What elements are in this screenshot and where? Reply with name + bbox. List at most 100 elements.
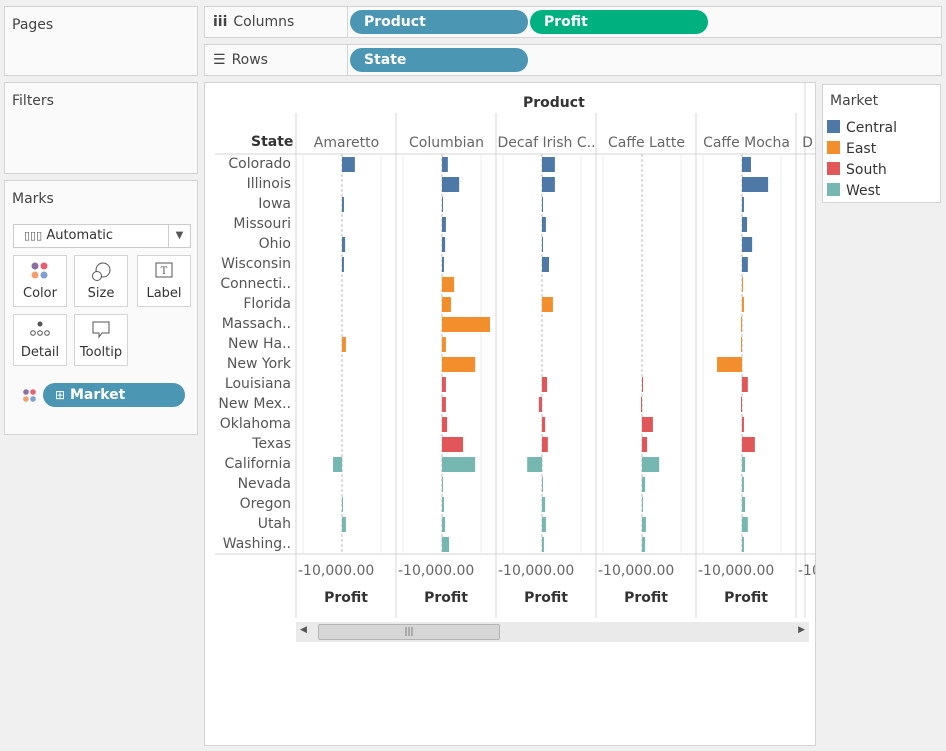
product-pill[interactable]: Product xyxy=(350,10,528,34)
market-color-pill[interactable]: ⊞ Market xyxy=(43,383,185,407)
bar-chart-icon: ▯▯▯ xyxy=(24,229,43,242)
bar-east xyxy=(442,337,446,352)
row-label-state: Utah xyxy=(257,516,291,532)
bar-east xyxy=(442,277,455,292)
rows-shelf-label: ☰ Rows xyxy=(205,45,348,75)
legend-item[interactable]: Central xyxy=(827,120,897,136)
tooltip-label: Tooltip xyxy=(79,345,123,360)
row-header-state: State xyxy=(251,134,294,150)
axis-title-profit: Profit xyxy=(724,590,768,606)
color-icon xyxy=(23,388,37,407)
bar-south xyxy=(542,417,546,432)
marks-title: Marks xyxy=(12,191,54,207)
mark-type-dropdown[interactable]: ▯▯▯ Automatic ▼ xyxy=(13,224,191,248)
bar-west xyxy=(742,477,744,492)
row-label-state: Oklahoma xyxy=(219,416,291,432)
bar-west xyxy=(342,497,343,512)
legend-swatch xyxy=(827,141,840,154)
bar-east xyxy=(742,297,744,312)
bar-east xyxy=(741,317,742,332)
rows-label: Rows xyxy=(231,52,268,68)
bar-central xyxy=(342,237,346,252)
detail-label: Detail xyxy=(20,345,60,360)
horizontal-scrollbar[interactable]: ◀ ||| ▶ xyxy=(296,622,809,642)
bar-central xyxy=(742,197,744,212)
row-label-state: Oregon xyxy=(239,496,291,512)
axis-title-profit: Profit xyxy=(797,590,815,606)
bar-west xyxy=(442,457,476,472)
filters-title: Filters xyxy=(12,93,54,109)
scroll-right-arrow[interactable]: ▶ xyxy=(798,625,805,635)
legend-swatch xyxy=(827,120,840,133)
color-button[interactable]: Color xyxy=(13,255,67,307)
profit-pill[interactable]: Profit xyxy=(530,10,708,34)
market-legend: Market Central East South West xyxy=(822,84,941,203)
legend-item[interactable]: East xyxy=(827,141,876,157)
scroll-left-arrow[interactable]: ◀ xyxy=(300,625,307,635)
axis-tick-label: -10,000.00 xyxy=(498,563,575,579)
bar-west xyxy=(442,477,443,492)
axis-tick-label: -10,000.00 xyxy=(798,563,815,579)
bar-west xyxy=(442,517,446,532)
row-label-state: New Ha.. xyxy=(228,336,291,352)
size-button[interactable]: Size xyxy=(74,255,128,307)
detail-icon xyxy=(14,315,66,345)
bar-east xyxy=(442,297,451,312)
bar-central xyxy=(342,157,355,172)
row-label-state: Louisiana xyxy=(224,376,291,392)
column-label-product: Amaretto xyxy=(313,135,380,151)
bar-central xyxy=(542,157,555,172)
bar-west xyxy=(642,517,646,532)
bar-south xyxy=(542,377,548,392)
bar-central xyxy=(442,237,446,252)
legend-item[interactable]: West xyxy=(827,183,880,199)
bar-west xyxy=(642,477,646,492)
row-label-state: Illinois xyxy=(246,176,291,192)
bar-central xyxy=(542,177,555,192)
scrollbar-thumb[interactable]: ||| xyxy=(318,624,500,640)
column-label-product: Caffe Mocha xyxy=(703,135,790,151)
bar-west xyxy=(742,457,746,472)
bar-east xyxy=(342,337,346,352)
marks-card: Marks ▯▯▯ Automatic ▼ Color Size T Label … xyxy=(4,180,198,435)
bar-west xyxy=(442,537,450,552)
filters-card: Filters xyxy=(4,82,198,174)
mark-type-value: Automatic xyxy=(46,228,113,243)
bar-south xyxy=(442,437,464,452)
expand-icon[interactable]: ⊞ xyxy=(55,388,66,402)
bar-central xyxy=(542,197,543,212)
bar-south xyxy=(742,437,755,452)
bar-south xyxy=(742,377,748,392)
axis-tick-label: -10,000.00 xyxy=(298,563,375,579)
bar-east xyxy=(742,277,743,292)
bar-west xyxy=(542,517,546,532)
row-label-state: Connecti.. xyxy=(220,276,291,292)
label-label: Label xyxy=(146,286,182,301)
bar-chart xyxy=(215,83,815,618)
bar-central xyxy=(342,257,344,272)
bar-west xyxy=(742,537,744,552)
bar-south xyxy=(542,437,548,452)
bar-central xyxy=(742,157,751,172)
axis-tick-label: -10,000.00 xyxy=(598,563,675,579)
color-label: Color xyxy=(23,286,57,301)
bar-central xyxy=(442,157,448,172)
bar-east xyxy=(442,317,490,332)
state-pill[interactable]: State xyxy=(350,48,528,72)
legend-label: West xyxy=(846,183,881,199)
pages-card: Pages xyxy=(4,6,198,76)
tooltip-button[interactable]: Tooltip xyxy=(74,314,128,366)
detail-button[interactable]: Detail xyxy=(13,314,67,366)
bar-west xyxy=(333,457,342,472)
axis-title-profit: Profit xyxy=(524,590,568,606)
chevron-down-icon[interactable]: ▼ xyxy=(168,225,190,247)
legend-item[interactable]: South xyxy=(827,162,887,178)
bar-central xyxy=(542,237,543,252)
pages-title: Pages xyxy=(12,17,54,33)
row-label-state: Wisconsin xyxy=(221,256,291,272)
bar-central xyxy=(742,177,769,192)
legend-swatch xyxy=(827,183,840,196)
columns-shelf-label: iii Columns xyxy=(205,7,348,37)
label-button[interactable]: T Label xyxy=(137,255,191,307)
bar-west xyxy=(542,477,543,492)
